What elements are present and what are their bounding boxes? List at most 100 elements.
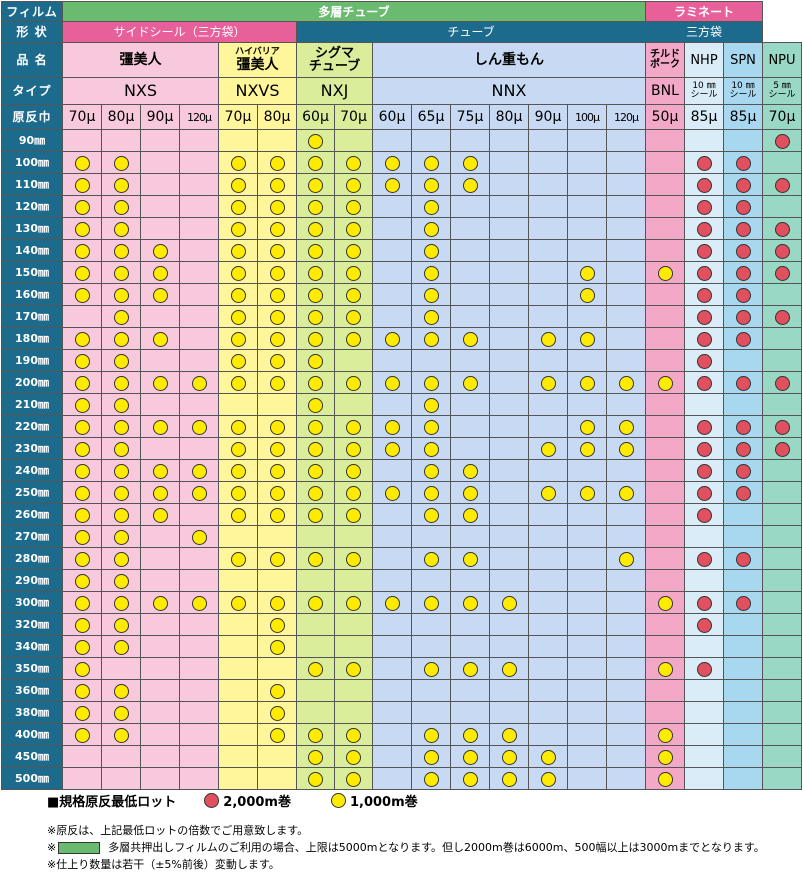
yellow-circle-icon (384, 177, 400, 193)
table-cell (606, 129, 646, 152)
table-cell (411, 745, 451, 768)
table-cell (218, 503, 258, 526)
table-cell (723, 173, 763, 196)
table-cell (140, 393, 180, 416)
yellow-circle-icon (540, 749, 556, 765)
table-cell (723, 371, 763, 394)
table-cell (606, 767, 646, 790)
table-cell (645, 547, 685, 570)
table-cell (528, 195, 568, 218)
red-circle-icon (735, 287, 751, 303)
table-cell (528, 261, 568, 284)
table-cell (62, 613, 102, 636)
yellow-circle-icon (113, 639, 129, 655)
table-cell (257, 657, 297, 680)
table-cell (257, 393, 297, 416)
table-cell (684, 415, 724, 438)
table-cell (372, 547, 412, 570)
table-cell (684, 239, 724, 262)
table-cell (762, 657, 802, 680)
yellow-circle-icon (346, 463, 361, 479)
table-cell (372, 569, 412, 592)
yellow-circle-icon (308, 243, 323, 259)
yellow-circle-icon (462, 551, 478, 567)
yellow-circle-icon (346, 265, 361, 281)
table-cell (296, 503, 335, 526)
table-cell (179, 745, 219, 768)
table-cell (528, 635, 568, 658)
table-cell (140, 767, 180, 790)
yellow-circle-icon (113, 265, 129, 281)
table-cell (489, 481, 529, 504)
table-cell (762, 415, 802, 438)
table-cell (62, 481, 102, 504)
table-cell (528, 327, 568, 350)
table-cell (411, 547, 451, 570)
table-cell (450, 459, 490, 482)
table-cell (257, 613, 297, 636)
table-cell (684, 217, 724, 240)
table-cell (645, 459, 685, 482)
table-cell (334, 327, 373, 350)
table-cell (450, 393, 490, 416)
table-cell (411, 635, 451, 658)
table-cell (218, 481, 258, 504)
yellow-circle-icon (191, 485, 207, 501)
table-cell (179, 217, 219, 240)
table-row: 90㎜ (1, 129, 802, 152)
table-cell (567, 283, 607, 306)
table-cell (372, 129, 412, 152)
table-cell (334, 393, 373, 416)
table-cell (257, 217, 297, 240)
yellow-circle-icon (191, 375, 207, 391)
table-cell (218, 349, 258, 372)
table-cell (684, 371, 724, 394)
table-cell (528, 305, 568, 328)
yellow-circle-icon (384, 419, 400, 435)
yellow-circle-icon (269, 199, 285, 215)
red-circle-icon (696, 353, 712, 369)
table-cell (762, 151, 802, 174)
table-cell (62, 635, 102, 658)
yellow-circle-icon (423, 243, 439, 259)
yellow-circle-icon (423, 155, 439, 171)
table-cell (62, 679, 102, 702)
row-width-label: 100㎜ (1, 151, 63, 174)
yellow-circle-icon (423, 463, 439, 479)
yellow-circle-icon (113, 243, 129, 259)
table-cell (296, 283, 335, 306)
table-cell (528, 679, 568, 702)
table-cell (179, 723, 219, 746)
row-width-label: 220㎜ (1, 415, 63, 438)
yellow-circle-icon (423, 595, 439, 611)
table-cell (334, 371, 373, 394)
table-cell (606, 437, 646, 460)
table-cell (723, 327, 763, 350)
spec-table: フィルム 多層チューブ ラミネート 形 状 サイドシール（三方袋） チューブ 三… (1, 1, 802, 790)
table-cell (101, 679, 141, 702)
table-cell (140, 701, 180, 724)
table-cell (372, 283, 412, 306)
table-cell (179, 129, 219, 152)
yellow-circle-icon (657, 265, 673, 281)
row-width-label: 270㎜ (1, 525, 63, 548)
yellow-circle-icon (618, 485, 634, 501)
table-cell (450, 437, 490, 460)
table-cell (296, 217, 335, 240)
red-circle-icon (774, 133, 790, 149)
table-cell (762, 261, 802, 284)
table-cell (179, 173, 219, 196)
table-cell (140, 745, 180, 768)
table-cell (684, 591, 724, 614)
table-cell (684, 305, 724, 328)
yellow-circle-icon (423, 309, 439, 325)
name-kyobijin: 彊美人 (62, 42, 219, 78)
table-cell (723, 129, 763, 152)
table-cell (218, 261, 258, 284)
yellow-circle-icon (269, 441, 285, 457)
table-cell (218, 239, 258, 262)
table-cell (179, 503, 219, 526)
table-row: 130㎜ (1, 217, 802, 240)
table-cell (62, 129, 102, 152)
name-label: 品 名 (1, 42, 63, 78)
